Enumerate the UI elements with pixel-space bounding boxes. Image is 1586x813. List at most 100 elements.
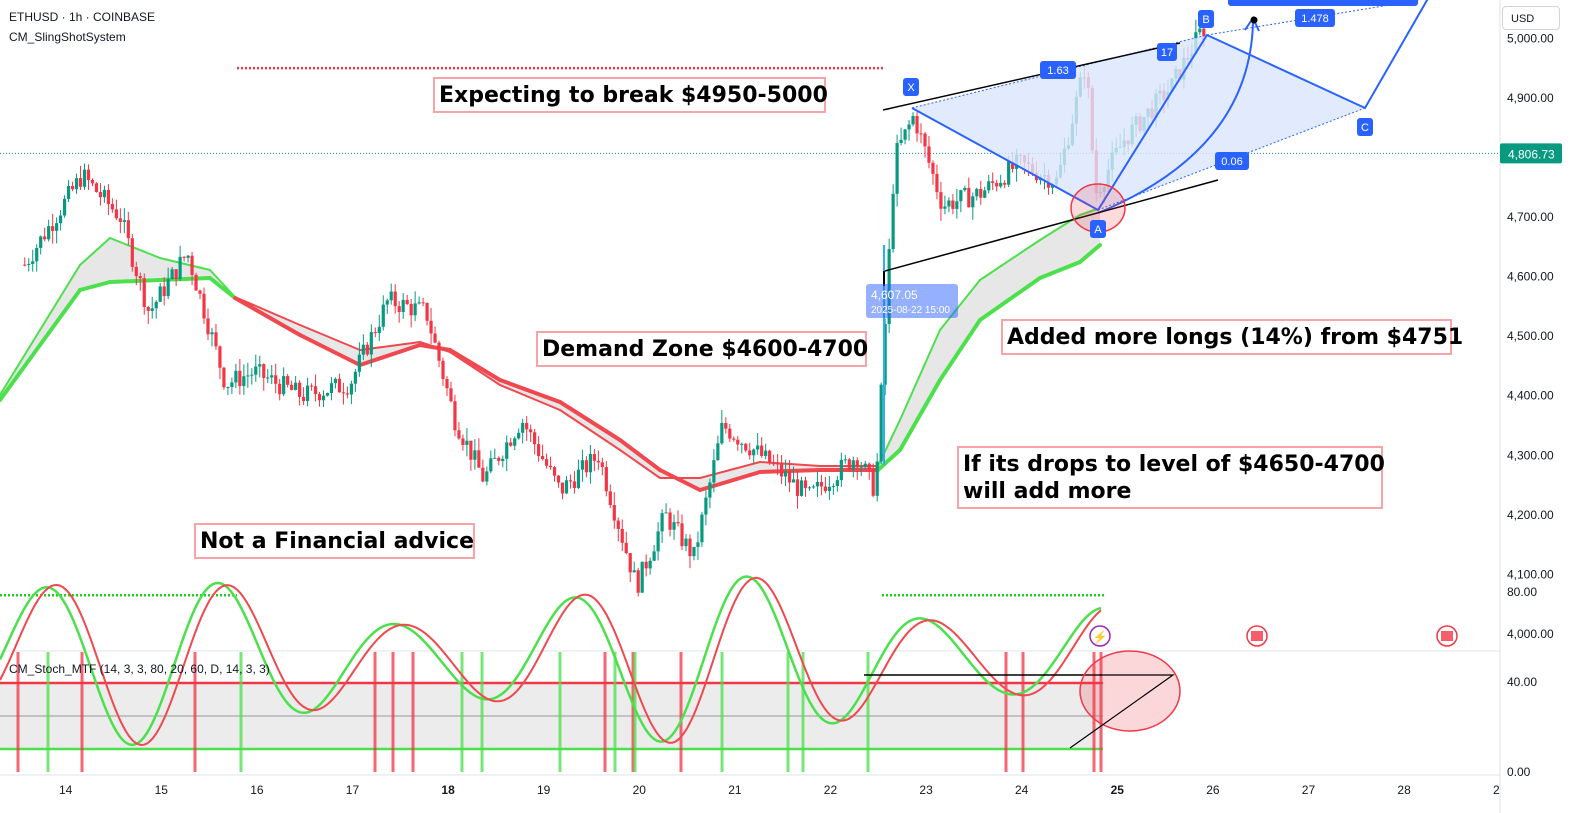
candle-body [150, 308, 154, 311]
candle-body [413, 303, 417, 316]
lightning-glyph: ⚡ [1093, 630, 1108, 644]
candle-body [823, 486, 828, 492]
candle-body [624, 542, 628, 554]
candle-body [772, 463, 776, 465]
candle-body [66, 185, 71, 199]
stoch-k-line [0, 575, 1102, 747]
ema-fast-line [109, 237, 161, 259]
price-tick-label: 4,000.00 [1507, 627, 1554, 641]
candle-body [222, 367, 226, 388]
candle-body [453, 401, 457, 431]
ema-slow-line [1078, 243, 1102, 264]
time-tick-label: 22 [824, 783, 838, 797]
candle-body [190, 255, 194, 275]
candle-body [931, 162, 935, 174]
symbol-title[interactable]: ETHUSD · 1h · COINBASE [9, 10, 156, 24]
candle-body [365, 344, 369, 355]
candle-body [883, 324, 887, 385]
ema-fast-line [159, 257, 211, 271]
ema-slow-line [298, 333, 362, 367]
candle-body [35, 247, 39, 262]
candle-body [274, 375, 278, 384]
us-flag-fill [1441, 631, 1453, 641]
candle-body [230, 382, 234, 388]
ema-slow-line [498, 378, 562, 404]
candle-body [198, 290, 202, 294]
candle-body [290, 384, 294, 390]
candle-body [317, 394, 322, 401]
candle-body [345, 393, 350, 395]
candle-body [855, 460, 859, 468]
candle-body [441, 360, 445, 379]
candle-body [497, 457, 501, 461]
candle-body [787, 471, 792, 483]
candle-body [1202, 28, 1206, 40]
stoch-indicator-title[interactable]: CM_Stoch_MTF (14, 3, 3, 80, 20, 60, D, 1… [9, 662, 270, 676]
stoch-d-line [0, 576, 1102, 747]
stoch-tick-label: 80.00 [1507, 585, 1537, 599]
indicator-legend[interactable]: CM_SlingShotSystem [9, 30, 126, 44]
stoch-tick-label: 40.00 [1507, 675, 1537, 689]
candle-body [807, 487, 812, 489]
candle-body [935, 173, 939, 193]
candle-body [298, 382, 302, 397]
candle-body [51, 226, 55, 231]
candle-body [449, 388, 453, 402]
candle-body [544, 459, 549, 466]
note-disclaimer[interactable]: Not a Financial advice [194, 523, 475, 559]
candle-body [401, 299, 405, 312]
candle-body [696, 542, 700, 547]
target-dot [1250, 16, 1258, 24]
us-flag-fill [1251, 631, 1263, 641]
ratio-bd: 1.478 [1301, 13, 1329, 25]
candle-body [461, 438, 465, 445]
ema-slow-line [898, 378, 942, 452]
candle-body [632, 570, 636, 573]
ema-fast-line [979, 239, 1041, 281]
candle-body [521, 422, 525, 433]
note-demand-zone[interactable]: Demand Zone $4600-4700 [536, 331, 868, 367]
candle-body [505, 442, 509, 459]
ratio-small: 17 [1161, 47, 1173, 59]
candle-body [477, 450, 481, 468]
label-c: C [1361, 122, 1369, 134]
ema-fast-line [209, 269, 236, 298]
ema-fast-line [699, 461, 761, 479]
note-add-more[interactable]: If its drops to level of $4650-4700 will… [957, 446, 1385, 509]
candle-body [875, 461, 879, 496]
candle-body [43, 236, 47, 240]
candle-body [309, 385, 314, 387]
ema-slow-line [448, 348, 502, 382]
candle-body [78, 178, 83, 187]
candle-body [676, 522, 680, 524]
candle-body [903, 129, 907, 140]
candle-body [648, 560, 652, 569]
candle-body [385, 300, 389, 305]
candle-body [509, 442, 513, 446]
candle-body [760, 445, 764, 456]
ema-fast-line [39, 264, 81, 331]
candle-body [572, 481, 577, 488]
candle-body [278, 383, 282, 395]
candle-body [377, 326, 381, 334]
ema-slow-line [78, 280, 112, 292]
candle-body [791, 479, 796, 483]
candle-body [138, 276, 142, 279]
candle-body [975, 188, 979, 197]
time-tick-label: 27 [1302, 783, 1316, 797]
currency-selector[interactable]: USD [1502, 6, 1560, 30]
candle-body [704, 497, 708, 515]
candle-body [294, 382, 298, 390]
candle-body [708, 482, 712, 498]
candle-body [1003, 182, 1007, 185]
candle-body [146, 307, 150, 311]
candle-body [835, 480, 839, 487]
candle-body [584, 460, 589, 473]
candle-body [313, 386, 318, 395]
candle-body [305, 385, 310, 402]
note-longs[interactable]: Added more longs (14%) from $4751 [1001, 319, 1463, 355]
note-breakout[interactable]: Expecting to break $4950-5000 [433, 77, 828, 113]
candle-body [341, 392, 346, 394]
candle-body [799, 480, 804, 496]
